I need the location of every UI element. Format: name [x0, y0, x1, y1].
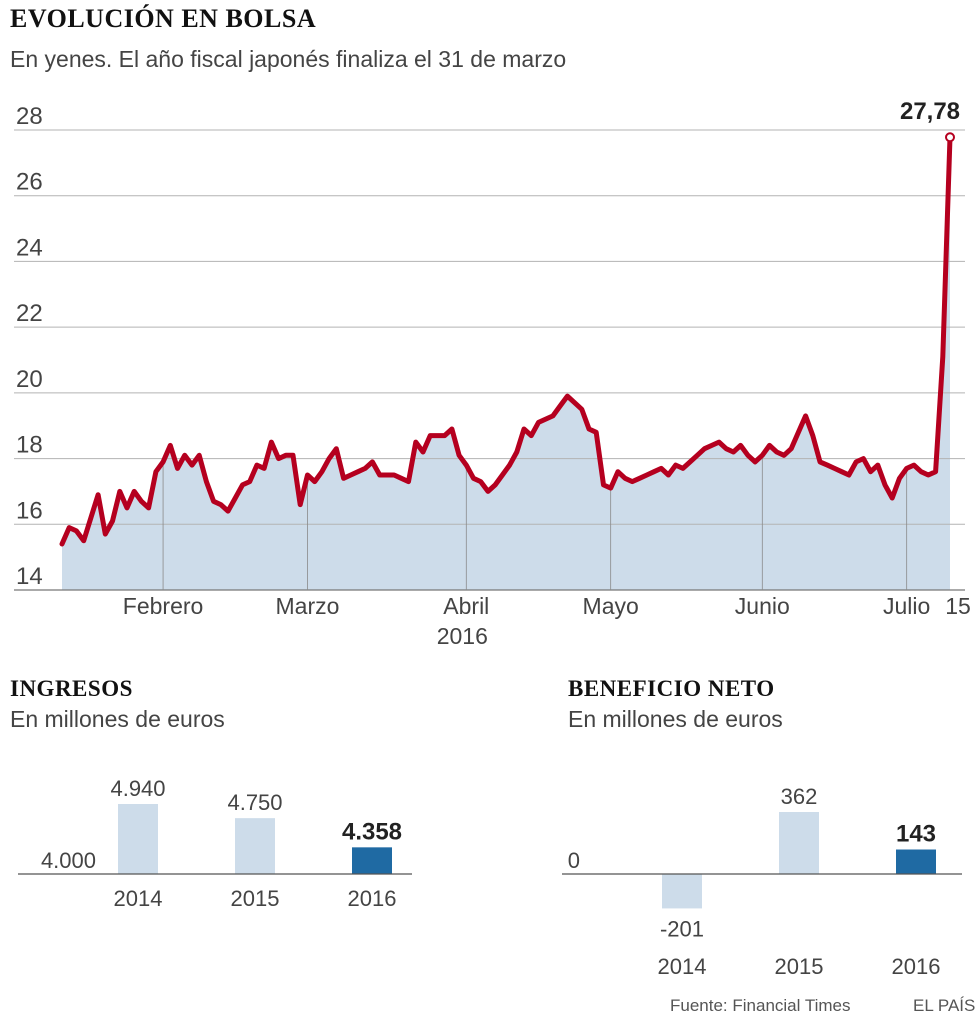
y-tick-label: 14	[16, 563, 43, 590]
net-profit-category-label: 2015	[775, 954, 824, 979]
revenue-subtitle: En millones de euros	[10, 706, 225, 732]
revenue-category-label: 2015	[231, 886, 280, 911]
revenue-title: INGRESOS	[10, 676, 133, 701]
revenue-baseline-label: 4.000	[41, 848, 96, 873]
main-subtitle: En yenes. El año fiscal japonés finaliza…	[10, 46, 567, 72]
last-value-label: 27,78	[900, 98, 960, 125]
x-tick-label: 15	[945, 593, 971, 619]
x-tick-label: Febrero	[123, 593, 204, 619]
y-tick-label: 24	[16, 234, 43, 261]
net-profit-subtitle: En millones de euros	[568, 706, 783, 732]
x-tick-label: Julio	[883, 593, 930, 619]
y-tick-label: 28	[16, 103, 43, 130]
price-line	[59, 134, 953, 547]
net-profit-category-label: 2014	[658, 954, 707, 979]
net-profit-value-label: -201	[660, 916, 704, 941]
net-profit-baseline-label: 0	[568, 848, 580, 873]
x-tick-label: Marzo	[276, 593, 340, 619]
revenue-category-label: 2016	[348, 886, 397, 911]
main-title: EVOLUCIÓN EN BOLSA	[10, 4, 317, 33]
last-value-marker	[945, 132, 955, 143]
net-profit-bar	[896, 849, 936, 874]
net-profit-bar	[779, 812, 819, 874]
x-tick-label: Junio	[735, 593, 790, 619]
revenue-value-label: 4.358	[342, 818, 402, 845]
price-area	[62, 137, 950, 590]
net-profit-category-label: 2016	[892, 954, 941, 979]
revenue-value-label: 4.750	[227, 790, 282, 815]
source-note: Fuente: Financial Times	[670, 996, 851, 1015]
revenue-bar	[118, 804, 158, 874]
revenue-bar	[352, 847, 392, 874]
net-profit-value-label: 143	[896, 821, 936, 848]
net-profit-value-label: 362	[781, 784, 818, 809]
revenue-bar	[235, 818, 275, 874]
y-tick-label: 22	[16, 300, 43, 327]
x-tick-label: Abril	[443, 593, 489, 619]
y-tick-label: 18	[16, 432, 43, 459]
y-tick-label: 26	[16, 169, 43, 196]
brand-credit: EL PAÍS	[913, 996, 976, 1015]
year-label: 2016	[437, 623, 488, 649]
revenue-category-label: 2014	[114, 886, 163, 911]
x-tick-label: Mayo	[583, 593, 639, 619]
revenue-value-label: 4.940	[110, 776, 165, 801]
y-tick-label: 16	[16, 497, 43, 524]
net-profit-title: BENEFICIO NETO	[568, 676, 775, 701]
y-tick-label: 20	[16, 366, 43, 393]
net-profit-bar	[662, 874, 702, 909]
